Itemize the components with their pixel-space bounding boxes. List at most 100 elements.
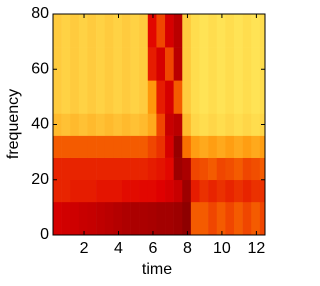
heatmap-cell — [225, 14, 235, 48]
heatmap-cell — [156, 157, 166, 181]
heatmap-cell — [130, 113, 140, 136]
heatmap-cell — [225, 157, 235, 181]
heatmap-cell — [96, 14, 106, 48]
heatmap-cell — [225, 201, 235, 236]
heatmap-cell — [139, 179, 149, 203]
heatmap-cell — [173, 113, 183, 136]
heatmap-cell — [165, 47, 174, 81]
chart: time frequency 2 4 6 8 10 12 0 20 40 60 80 — [5, 5, 266, 278]
heatmap-cell — [156, 201, 166, 236]
heatmap-cell — [104, 157, 114, 181]
heatmap-cell — [233, 201, 243, 236]
heatmap-cell — [156, 80, 166, 114]
heatmap-cell — [156, 47, 166, 81]
heatmap-cell — [216, 47, 226, 81]
heatmap-cell — [139, 14, 149, 48]
heatmap-cell — [70, 47, 80, 81]
x-tick-label: 12 — [247, 240, 265, 257]
y-tick-label: 40 — [31, 116, 49, 133]
heatmap-cell — [190, 179, 200, 203]
heatmap-cell — [173, 201, 183, 236]
heatmap-cell — [242, 135, 252, 158]
heatmap-cell — [242, 113, 252, 136]
heatmap-cell — [259, 14, 266, 48]
heatmap-cell — [53, 201, 62, 236]
heatmap-cell — [121, 14, 131, 48]
heatmap-cell — [78, 201, 88, 236]
heatmap-cell — [199, 80, 209, 114]
heatmap-cell — [130, 179, 140, 203]
heatmap-cell — [251, 47, 261, 81]
heatmap-cell — [147, 135, 157, 158]
y-tick-label: 20 — [31, 171, 49, 188]
heatmap-cell — [61, 14, 71, 48]
heatmap-cell — [190, 157, 200, 181]
heatmap-cell — [96, 157, 106, 181]
y-tick-label: 0 — [40, 226, 49, 243]
heatmap-cell — [96, 80, 106, 114]
heatmap-cell — [225, 47, 235, 81]
heatmap-cell — [173, 135, 183, 158]
heatmap-cell — [165, 201, 174, 236]
heatmap-cell — [251, 179, 261, 203]
heatmap-cell — [208, 113, 218, 136]
heatmap-cell — [96, 201, 106, 236]
heatmap-cell — [216, 113, 226, 136]
heatmap-cell — [233, 157, 243, 181]
heatmap-cell — [61, 201, 71, 236]
heatmap-cell — [147, 47, 157, 81]
heatmap-cell — [147, 179, 157, 203]
heatmap-cell — [165, 80, 174, 114]
heatmap-cell — [199, 113, 209, 136]
x-tick-label: 2 — [80, 240, 89, 257]
heatmap-cell — [233, 80, 243, 114]
heatmap-cell — [130, 80, 140, 114]
heatmap-cell — [53, 113, 62, 136]
heatmap-cell — [165, 14, 174, 48]
heatmap-cell — [208, 201, 218, 236]
heatmap-cell — [87, 14, 97, 48]
heatmap-cell — [233, 135, 243, 158]
heatmap-cell — [139, 47, 149, 81]
heatmap-cell — [113, 135, 123, 158]
heatmap-cell — [251, 157, 261, 181]
heatmap-cell — [251, 201, 261, 236]
heatmap-cell — [104, 14, 114, 48]
heatmap-cell — [173, 179, 183, 203]
heatmap-cell — [139, 157, 149, 181]
heatmap-cell — [87, 201, 97, 236]
heatmap-cell — [208, 157, 218, 181]
heatmap-cell — [78, 14, 88, 48]
heatmap-cell — [225, 135, 235, 158]
heatmap-cell — [121, 157, 131, 181]
heatmap-cell — [233, 47, 243, 81]
heatmap-cell — [216, 179, 226, 203]
heatmap-cell — [182, 47, 192, 81]
heatmap-cell — [182, 14, 192, 48]
heatmap-cell — [190, 80, 200, 114]
heatmap-cell — [70, 157, 80, 181]
heatmap-cell — [78, 179, 88, 203]
heatmap-cell — [216, 201, 226, 236]
heatmap-cell — [104, 47, 114, 81]
heatmap-cell — [208, 179, 218, 203]
heatmap-cell — [121, 179, 131, 203]
heatmap-cell — [216, 135, 226, 158]
heatmap-cell — [70, 14, 80, 48]
heatmap-cell — [165, 113, 174, 136]
heatmap-cell — [225, 80, 235, 114]
heatmap-cell — [199, 14, 209, 48]
heatmap-cell — [78, 113, 88, 136]
heatmap-cell — [208, 80, 218, 114]
heatmap-cell — [61, 135, 71, 158]
heatmap-cell — [61, 157, 71, 181]
heatmap-cell — [104, 179, 114, 203]
heatmap-cell — [251, 14, 261, 48]
heatmap-cell — [208, 14, 218, 48]
heatmap-cell — [190, 47, 200, 81]
heatmap-cell — [104, 135, 114, 158]
heatmap-cell — [121, 47, 131, 81]
x-tick-label: 10 — [213, 240, 231, 257]
heatmap-cell — [53, 14, 62, 48]
heatmap-cell — [139, 201, 149, 236]
